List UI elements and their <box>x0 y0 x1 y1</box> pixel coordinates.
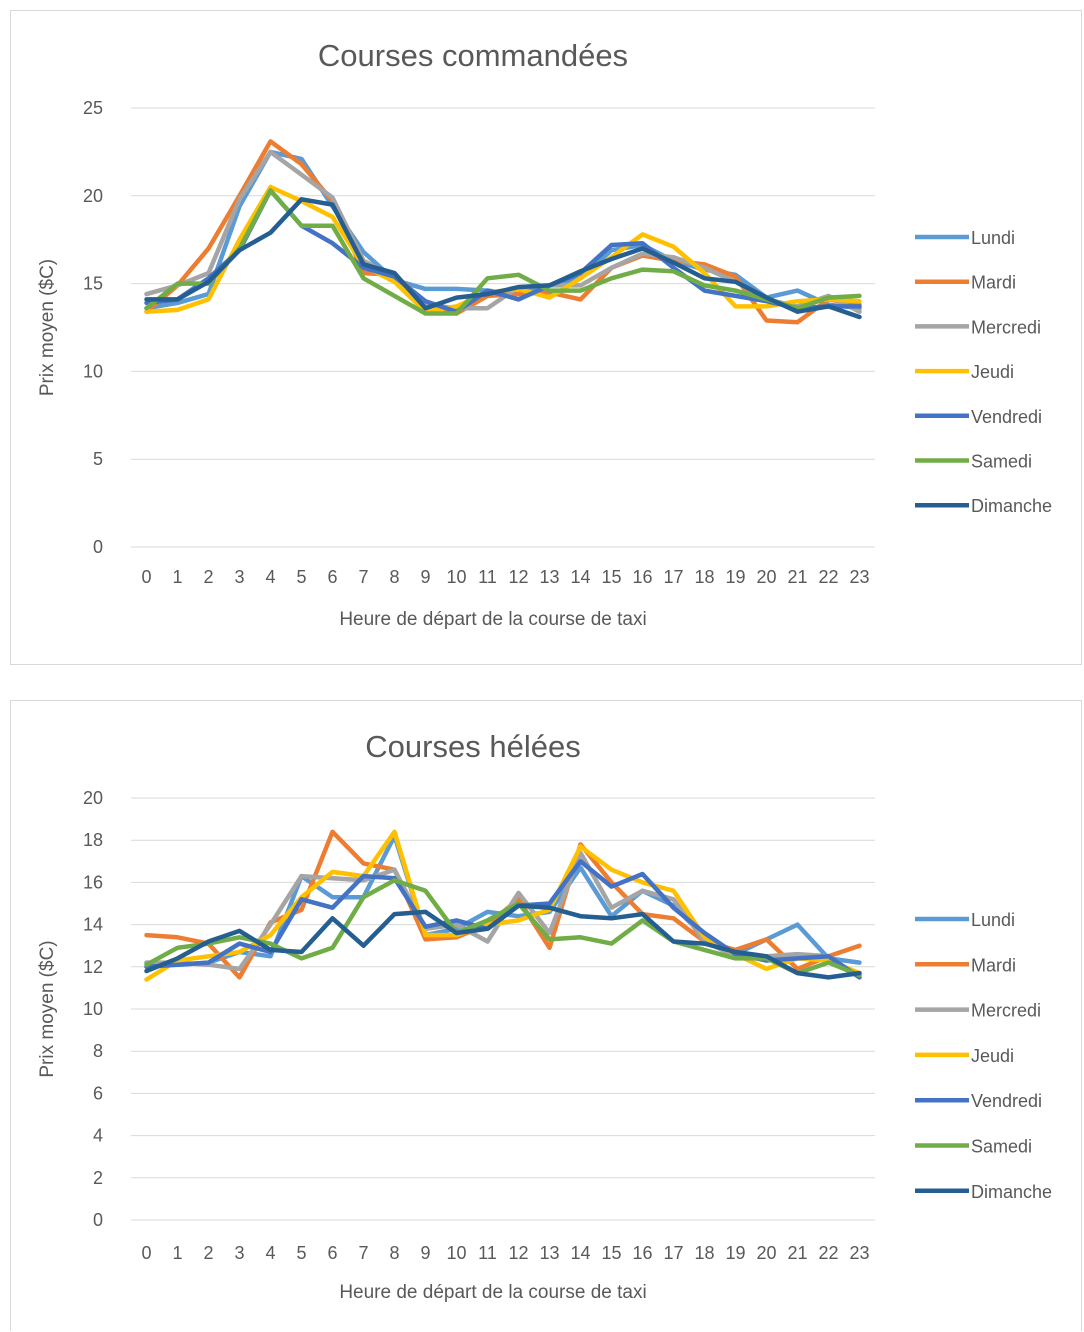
chart-panel-helees: Courses hélées 0 2 4 6 8 10 12 14 16 18 20 0 1 2 3 4 5 6 7 8… <box>10 700 1082 1331</box>
chart-title: Courses commandées <box>318 38 628 73</box>
y-tick-label: 4 <box>93 1126 103 1146</box>
y-tick-label: 2 <box>93 1168 103 1188</box>
x-tick-label: 10 <box>446 567 466 587</box>
x-tick-label: 20 <box>756 1243 776 1263</box>
x-tick-label: 4 <box>265 567 275 587</box>
legend-label-lundi: Lundi <box>971 910 1015 930</box>
legend-label-mardi: Mardi <box>971 955 1016 975</box>
x-tick-label: 11 <box>478 1243 497 1263</box>
legend-label-jeudi: Jeudi <box>971 362 1014 382</box>
y-axis-label: Prix moyen ($C) <box>37 940 58 1077</box>
x-tick-label: 11 <box>478 567 497 587</box>
x-tick-label: 3 <box>234 567 244 587</box>
legend-label-samedi: Samedi <box>971 452 1032 472</box>
x-tick-label: 19 <box>725 567 745 587</box>
x-tick-label: 18 <box>694 1243 714 1263</box>
chart-panel-commandees: Courses commandées 0 5 10 15 20 25 0 1 2 3 4 5 6 7 8 9 10… <box>10 10 1082 665</box>
x-tick-label: 22 <box>818 567 838 587</box>
y-tick-label: 6 <box>93 1083 103 1103</box>
y-tick-label: 5 <box>93 449 103 469</box>
y-tick-label: 8 <box>93 1041 103 1061</box>
x-tick-label: 6 <box>327 567 337 587</box>
y-tick-label: 25 <box>83 98 103 118</box>
x-tick-label: 10 <box>446 1243 466 1263</box>
x-tick-label: 9 <box>420 567 430 587</box>
x-tick-label: 23 <box>849 1243 869 1263</box>
x-tick-label: 6 <box>327 1243 337 1263</box>
x-axis-label: Heure de départ de la course de taxi <box>339 609 646 630</box>
x-tick-label: 21 <box>787 1243 807 1263</box>
legend-label-mercredi: Mercredi <box>971 317 1041 337</box>
chart-title: Courses hélées <box>365 729 580 764</box>
legend-label-mercredi: Mercredi <box>971 1001 1041 1021</box>
x-tick-label: 4 <box>265 1243 275 1263</box>
y-tick-label: 16 <box>83 872 103 892</box>
x-tick-label: 17 <box>663 1243 683 1263</box>
y-tick-label: 15 <box>83 274 103 294</box>
y-tick-label: 0 <box>93 537 103 557</box>
legend-label-samedi: Samedi <box>971 1137 1032 1157</box>
y-tick-label: 0 <box>93 1210 103 1230</box>
y-axis-label: Prix moyen ($C) <box>37 259 58 396</box>
x-tick-label: 9 <box>420 1243 430 1263</box>
series-line-dimanche <box>144 197 862 320</box>
x-tick-label: 7 <box>358 567 368 587</box>
x-tick-label: 2 <box>203 1243 213 1263</box>
y-tick-label: 20 <box>83 788 103 808</box>
x-tick-label: 2 <box>203 567 213 587</box>
y-tick-label: 18 <box>83 830 103 850</box>
legend-label-dimanche: Dimanche <box>971 1182 1052 1202</box>
x-tick-label: 23 <box>849 567 869 587</box>
x-tick-label: 16 <box>632 1243 652 1263</box>
x-tick-label: 15 <box>601 1243 621 1263</box>
x-tick-label: 1 <box>172 567 182 587</box>
y-tick-label: 20 <box>83 186 103 206</box>
x-tick-label: 3 <box>234 1243 244 1263</box>
x-tick-label: 13 <box>539 567 559 587</box>
y-tick-label: 10 <box>83 999 103 1019</box>
x-tick-label: 7 <box>358 1243 368 1263</box>
legend-label-mardi: Mardi <box>971 273 1016 293</box>
x-tick-label: 5 <box>296 1243 306 1263</box>
x-tick-label: 17 <box>663 567 683 587</box>
x-tick-label: 1 <box>172 1243 182 1263</box>
x-tick-label: 12 <box>508 1243 528 1263</box>
legend-label-dimanche: Dimanche <box>971 496 1052 516</box>
x-tick-label: 19 <box>725 1243 745 1263</box>
series-line-dimanche <box>144 903 862 980</box>
x-tick-label: 5 <box>296 567 306 587</box>
x-tick-label: 15 <box>601 567 621 587</box>
x-tick-label: 21 <box>787 567 807 587</box>
x-tick-label: 13 <box>539 1243 559 1263</box>
y-tick-label: 14 <box>83 915 103 935</box>
series-line-samedi <box>144 188 862 316</box>
y-tick-label: 12 <box>83 957 103 977</box>
x-tick-label: 0 <box>141 1243 151 1263</box>
x-tick-label: 12 <box>508 567 528 587</box>
x-tick-label: 14 <box>570 1243 590 1263</box>
legend-label-lundi: Lundi <box>971 228 1015 248</box>
x-tick-label: 16 <box>632 567 652 587</box>
legend-label-jeudi: Jeudi <box>971 1046 1014 1066</box>
legend-label-vendredi: Vendredi <box>971 407 1042 427</box>
x-tick-label: 20 <box>756 567 776 587</box>
y-tick-label: 10 <box>83 361 103 381</box>
x-tick-label: 18 <box>694 567 714 587</box>
series-line-samedi <box>144 878 862 978</box>
x-axis-label: Heure de départ de la course de taxi <box>339 1282 646 1303</box>
x-tick-label: 14 <box>570 567 590 587</box>
x-tick-label: 8 <box>389 567 399 587</box>
legend-label-vendredi: Vendredi <box>971 1091 1042 1111</box>
x-tick-label: 8 <box>389 1243 399 1263</box>
x-tick-label: 0 <box>141 567 151 587</box>
x-tick-label: 22 <box>818 1243 838 1263</box>
